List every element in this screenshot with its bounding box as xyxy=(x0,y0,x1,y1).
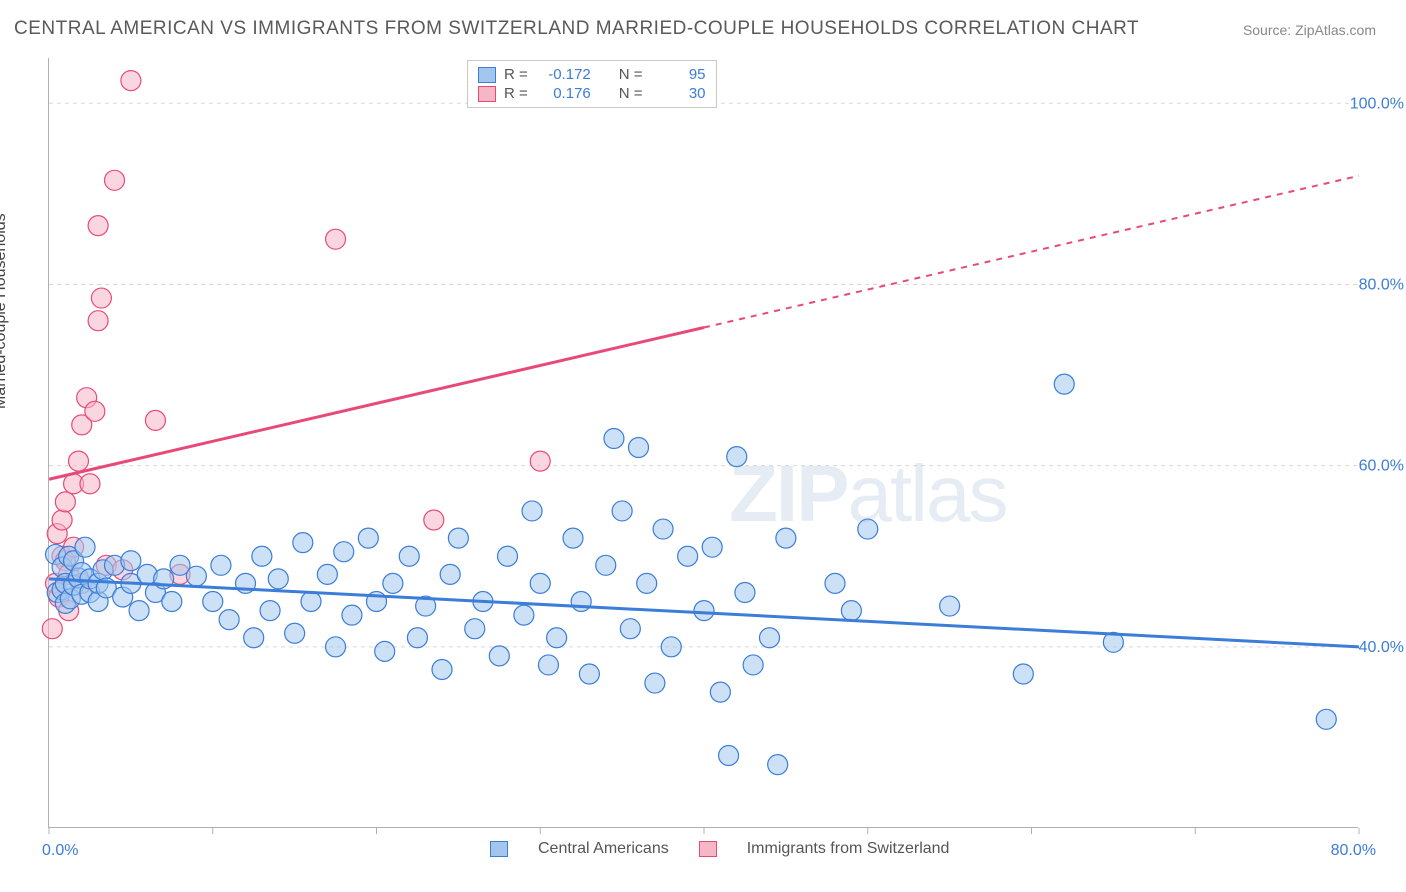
plot-area: 40.0%60.0%80.0%100.0% R = -0.172 N = 95 … xyxy=(48,58,1358,828)
series-label-2: Immigrants from Switzerland xyxy=(747,840,950,858)
legend-swatch-2 xyxy=(478,86,496,102)
chart-container: 40.0%60.0%80.0%100.0% R = -0.172 N = 95 … xyxy=(48,58,1358,828)
legend-r-value-1: -0.172 xyxy=(536,66,591,83)
series-swatch-2 xyxy=(699,841,717,857)
x-axis-end-label: 80.0% xyxy=(1331,842,1376,860)
legend-swatch-1 xyxy=(478,67,496,83)
svg-text:40.0%: 40.0% xyxy=(1359,639,1404,656)
watermark: ZIPatlas xyxy=(729,448,1006,540)
legend-r-label: R = xyxy=(504,85,528,102)
svg-text:80.0%: 80.0% xyxy=(1359,276,1404,293)
legend-r-value-2: 0.176 xyxy=(536,85,591,102)
legend-n-label: N = xyxy=(619,85,643,102)
series-legend: Central Americans Immigrants from Switze… xyxy=(490,840,949,858)
correlation-legend: R = -0.172 N = 95 R = 0.176 N = 30 xyxy=(467,60,717,108)
chart-title: CENTRAL AMERICAN VS IMMIGRANTS FROM SWIT… xyxy=(14,18,1139,40)
svg-text:100.0%: 100.0% xyxy=(1350,95,1404,112)
watermark-rest: atlas xyxy=(847,449,1006,538)
y-axis-label: Married-couple Households xyxy=(0,213,10,409)
legend-n-label: N = xyxy=(619,66,643,83)
x-axis-start-label: 0.0% xyxy=(42,842,78,860)
series-swatch-1 xyxy=(490,841,508,857)
svg-text:60.0%: 60.0% xyxy=(1359,458,1404,475)
chart-svg: 40.0%60.0%80.0%100.0% xyxy=(49,58,1359,828)
legend-row-series-2: R = 0.176 N = 30 xyxy=(478,84,706,103)
legend-n-value-1: 95 xyxy=(651,66,706,83)
legend-n-value-2: 30 xyxy=(651,85,706,102)
legend-row-series-1: R = -0.172 N = 95 xyxy=(478,65,706,84)
source-attribution: Source: ZipAtlas.com xyxy=(1243,22,1376,38)
watermark-bold: ZIP xyxy=(729,449,847,538)
legend-r-label: R = xyxy=(504,66,528,83)
series-label-1: Central Americans xyxy=(538,840,669,858)
